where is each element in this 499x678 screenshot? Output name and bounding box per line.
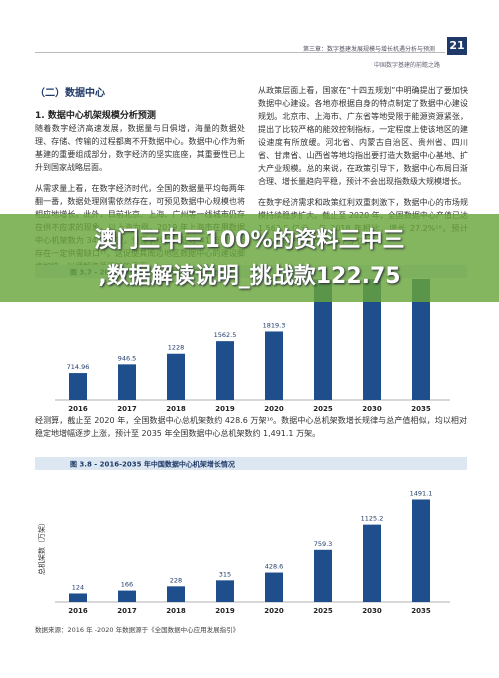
book-title: 中国数字基建的前瞻之路 [373,62,440,69]
overlay-banner: 澳门三中三100%的资料三中三 ,数据解读说明_挑战款122.75 [0,214,499,302]
bar [69,373,87,400]
value-label: 714.96 [67,363,90,371]
paragraph: 从政策层面上看，国家在“十四五规划”中明确提出了要加快数据中心建设。各地亦根据自… [258,86,468,186]
bar [314,549,332,602]
overlay-text: ,数据解读说明_挑战款122.75 [98,264,401,289]
bar [265,572,283,602]
bar [118,590,136,602]
x-tick-label: 2030 [362,405,382,413]
x-tick-label: 2035 [411,405,431,413]
value-label: 1228 [168,344,185,352]
x-tick-label: 2035 [411,607,431,615]
value-label: 1491.1 [410,489,433,497]
x-tick-label: 2018 [166,405,186,413]
value-label: 124 [72,583,84,591]
x-tick-label: 2018 [166,607,186,615]
x-tick-label: 2016 [68,607,88,615]
x-tick-label: 2020 [264,405,284,413]
right-column: 从政策层面上看，国家在“十四五规划”中明确提出了要加快数据中心建设。各地亦根据自… [258,84,468,256]
value-label: 228 [170,576,182,584]
figure-title-bar [35,457,467,470]
paragraph: 经测算，截止至 2020 年，全国数据中心总机架数约 428.6 万架¹⁶。数据… [35,416,467,438]
x-tick-label: 2020 [264,607,284,615]
bar [69,593,87,602]
overlay-text: 澳门三中三100%的资料三中三 [94,228,405,253]
value-label: 1819.3 [263,321,286,329]
bar [216,341,234,400]
bar [216,580,234,602]
subsection-title: 1. 数据中心机架规模分析预测 [35,111,156,121]
figure-title: 图 3.8 - 2016-2035 年中国数据中心机架增长情况 [70,460,235,469]
y-axis-label: 总机架数（万架） [37,519,46,575]
bar [167,353,185,400]
bar [314,279,332,400]
x-tick-label: 2017 [117,607,137,615]
page-number: 21 [447,37,467,55]
x-tick-label: 2019 [215,405,235,413]
value-label: 1562.5 [214,331,237,339]
x-tick-label: 2016 [68,405,88,413]
mid-text: 经测算，截止至 2020 年，全国数据中心总机架数约 428.6 万架¹⁶。数据… [35,414,467,448]
value-label: 1125.2 [361,515,384,523]
bar [363,524,381,602]
paragraph: 随着数字经济高速发展，数据量与日俱增，海量的数据处理、存储、传输的过程都离不开数… [35,124,245,172]
x-tick-label: 2030 [362,607,382,615]
bar [167,586,185,602]
value-label: 428.6 [265,563,284,571]
header-rule [35,52,445,53]
value-label: 759.3 [314,540,333,548]
bar [118,364,136,400]
x-tick-label: 2019 [215,607,235,615]
bar [412,279,430,400]
value-label: 946.5 [118,354,137,362]
value-label: 166 [121,581,133,589]
chapter: 第三章：数字基建发展规模与增长机遇分析与预测 [302,46,435,53]
x-tick-label: 2025 [313,405,333,413]
bar [265,331,283,400]
x-tick-label: 2017 [117,405,137,413]
x-tick-label: 2025 [313,607,333,615]
section-title: （二）数据中心 [35,88,105,99]
source: 数据来源：2016 年 -2020 年数据源于《全国数据中心应用发展指引》 [35,626,240,634]
bar [412,499,430,602]
value-label: 315 [219,570,231,578]
bar [363,279,381,400]
